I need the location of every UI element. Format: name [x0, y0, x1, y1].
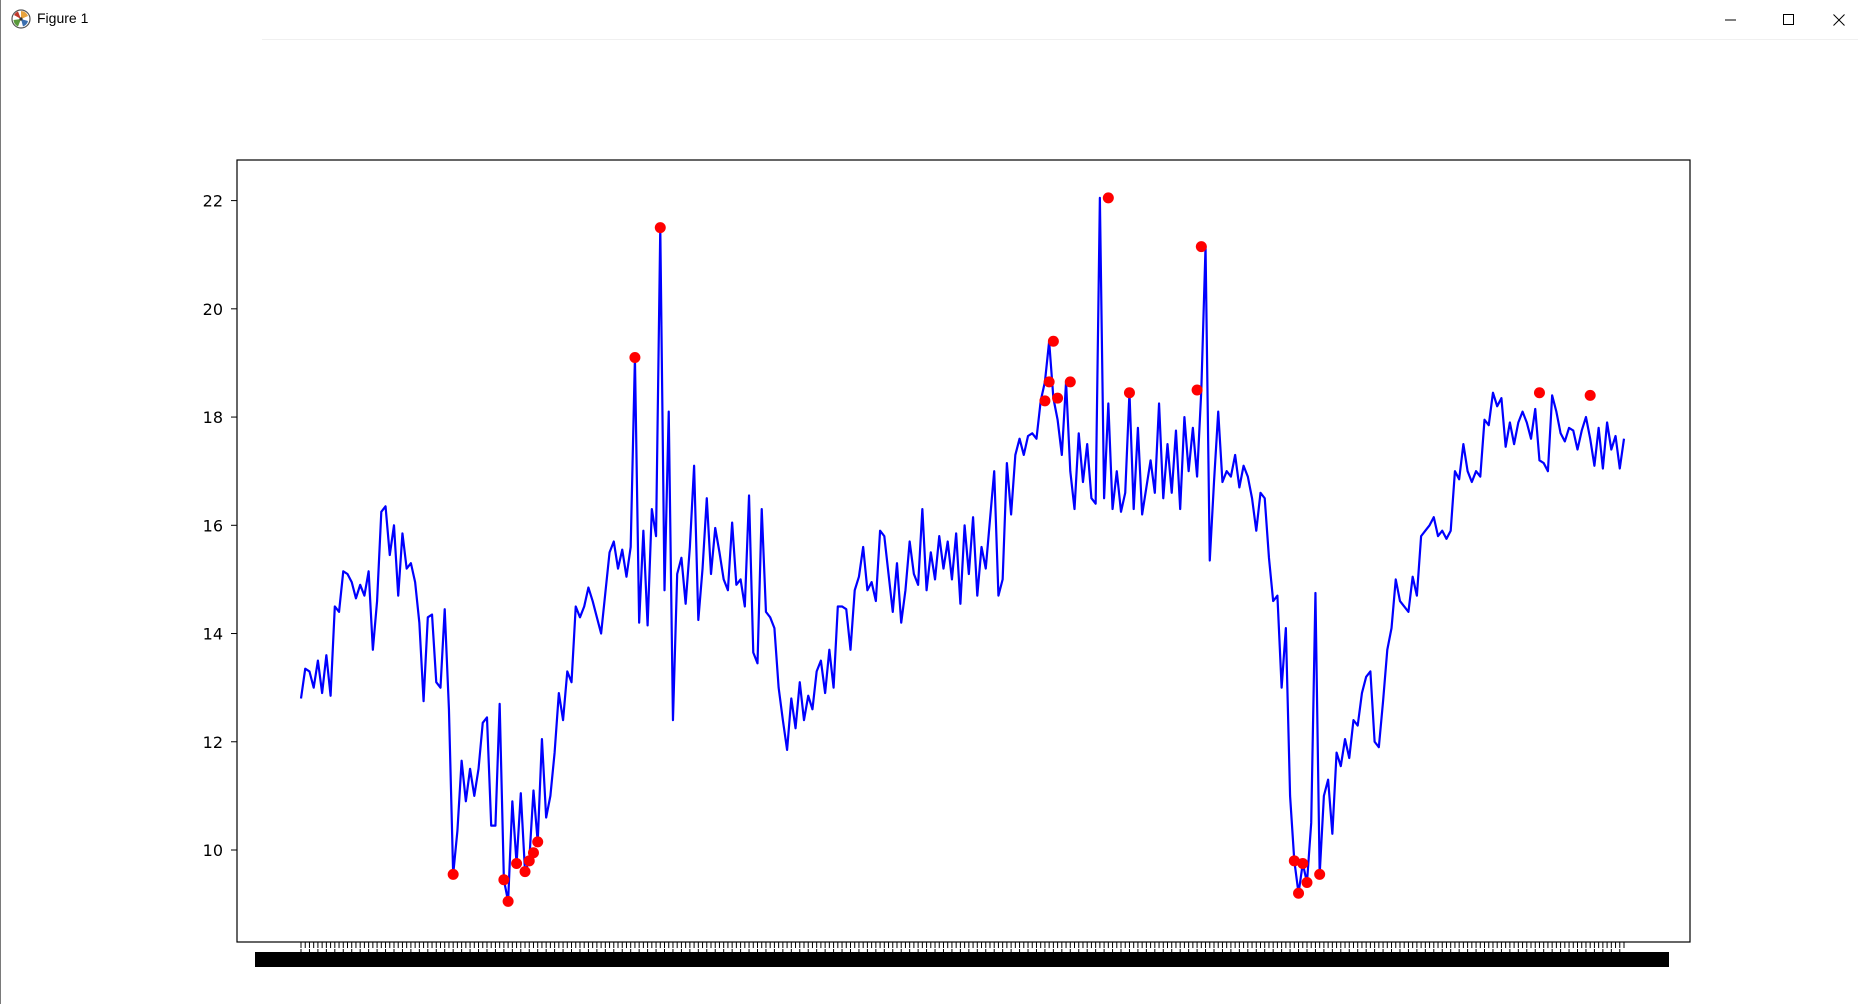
highlight-point	[1293, 887, 1305, 899]
maximize-button[interactable]	[1760, 0, 1818, 40]
y-tick-label: 14	[203, 625, 223, 644]
highlight-point	[527, 847, 539, 859]
highlight-point	[1301, 876, 1313, 888]
title-bar-divider	[262, 39, 1858, 40]
highlight-point	[498, 874, 510, 886]
highlight-point	[1052, 392, 1064, 404]
y-tick-label: 10	[203, 841, 223, 860]
figure-canvas[interactable]: 10 12 14 16 18 20 22	[1, 40, 1858, 1004]
y-tick-label: 18	[203, 408, 223, 427]
highlight-point	[1195, 241, 1207, 253]
highlight-point	[629, 352, 641, 364]
axes-frame	[236, 159, 1691, 943]
highlight-point	[523, 855, 535, 867]
matplotlib-icon	[11, 9, 31, 29]
series-line	[299, 196, 1626, 903]
close-button[interactable]	[1818, 0, 1858, 40]
y-tick-label: 20	[203, 300, 223, 319]
minimize-icon	[1725, 14, 1737, 26]
x-tick-labels-band	[255, 952, 1669, 967]
highlight-point	[1533, 387, 1545, 399]
highlight-point	[502, 895, 514, 907]
y-tick-label: 12	[203, 733, 223, 752]
highlight-point	[1314, 868, 1326, 880]
y-tick-label: 22	[203, 192, 223, 211]
highlight-point	[1043, 376, 1055, 388]
window-title: Figure 1	[37, 10, 89, 26]
highlight-point	[1191, 384, 1203, 396]
maximize-icon	[1783, 14, 1795, 26]
title-bar[interactable]: Figure 1	[1, 0, 1858, 40]
highlight-point	[1039, 395, 1051, 407]
highlight-point	[654, 222, 666, 234]
highlight-point	[447, 868, 459, 880]
highlight-point	[1584, 389, 1596, 401]
highlight-point	[1047, 335, 1059, 347]
highlight-point	[1102, 192, 1114, 204]
highlight-point	[532, 836, 544, 848]
minimize-button[interactable]	[1702, 0, 1760, 40]
highlight-point	[511, 858, 523, 870]
highlight-point	[1297, 858, 1309, 870]
highlight-point	[1123, 387, 1135, 399]
highlight-point	[1288, 855, 1300, 867]
close-icon	[1832, 14, 1845, 26]
highlight-point	[1064, 376, 1076, 388]
highlight-point	[519, 866, 531, 878]
y-tick-label: 16	[203, 516, 223, 535]
line-chart: 10 12 14 16 18 20 22	[203, 159, 1691, 967]
